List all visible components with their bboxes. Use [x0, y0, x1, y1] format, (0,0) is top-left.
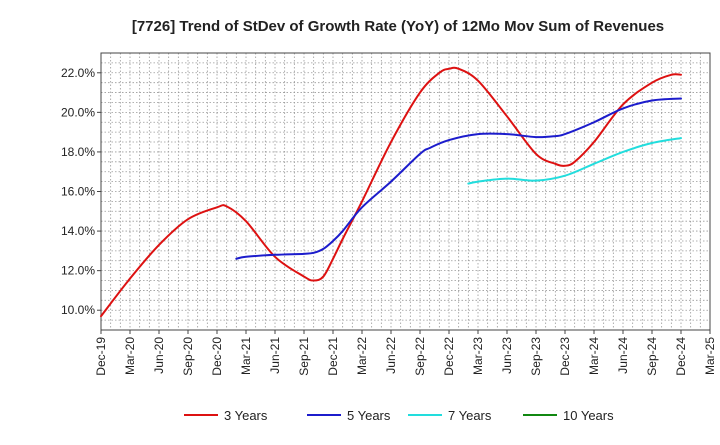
series-line-5-years: [235, 97, 682, 260]
x-tick-label: Jun-24: [616, 337, 630, 374]
x-tick-label: Jun-20: [152, 337, 166, 374]
series-lines: [100, 66, 682, 318]
y-tick-label: 14.0%: [61, 224, 95, 238]
legend-label-10-years: 10 Years: [563, 408, 614, 423]
x-axis-ticks: Dec-19 Mar-20 Jun-20 Sep-20 Dec-20 Mar-21 Jun-…: [94, 330, 717, 376]
x-tick-label: Dec-24: [674, 337, 688, 376]
x-tick-label: Sep-22: [413, 337, 427, 376]
x-tick-label: Jun-23: [500, 337, 514, 374]
x-tick-label: Sep-21: [297, 337, 311, 376]
y-tick-label: 16.0%: [61, 185, 95, 199]
legend-label-5-years: 5 Years: [347, 408, 391, 423]
x-tick-label: Sep-23: [529, 337, 543, 376]
x-tick-label: Sep-24: [645, 337, 659, 376]
y-tick-label: 18.0%: [61, 145, 95, 159]
legend: 3 Years 5 Years 7 Years 10 Years: [184, 408, 614, 423]
y-tick-label: 10.0%: [61, 303, 95, 317]
x-tick-label: Mar-25: [703, 337, 717, 375]
chart-title: [7726] Trend of StDev of Growth Rate (Yo…: [132, 18, 664, 35]
grid-lines: [101, 53, 710, 330]
x-tick-label: Mar-20: [123, 337, 137, 375]
x-tick-label: Dec-22: [442, 337, 456, 376]
x-tick-label: Jun-22: [384, 337, 398, 374]
x-tick-label: Dec-19: [94, 337, 108, 376]
x-tick-label: Dec-20: [210, 337, 224, 376]
y-tick-label: 12.0%: [61, 264, 95, 278]
x-tick-label: Mar-21: [239, 337, 253, 375]
x-tick-label: Mar-22: [355, 337, 369, 375]
x-tick-label: Dec-23: [558, 337, 572, 376]
y-tick-label: 20.0%: [61, 105, 95, 119]
legend-label-3-years: 3 Years: [224, 408, 268, 423]
x-tick-label: Mar-23: [471, 337, 485, 375]
x-tick-label: Mar-24: [587, 337, 601, 375]
x-tick-label: Dec-21: [326, 337, 340, 376]
y-tick-label: 22.0%: [61, 66, 95, 80]
y-axis-ticks: 10.0% 12.0% 14.0% 16.0% 18.0% 20.0% 22.0%: [61, 66, 101, 317]
legend-label-7-years: 7 Years: [448, 408, 492, 423]
x-tick-label: Jun-21: [268, 337, 282, 374]
series-line-7-years: [467, 137, 682, 185]
x-tick-label: Sep-20: [181, 337, 195, 376]
series-line-3-years: [100, 66, 682, 318]
